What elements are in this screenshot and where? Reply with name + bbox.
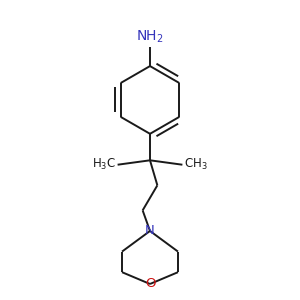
Text: H$_3$C: H$_3$C <box>92 157 116 172</box>
Text: CH$_3$: CH$_3$ <box>184 157 208 172</box>
Text: O: O <box>145 278 155 290</box>
Text: N: N <box>145 224 155 237</box>
Text: NH$_2$: NH$_2$ <box>136 28 164 45</box>
